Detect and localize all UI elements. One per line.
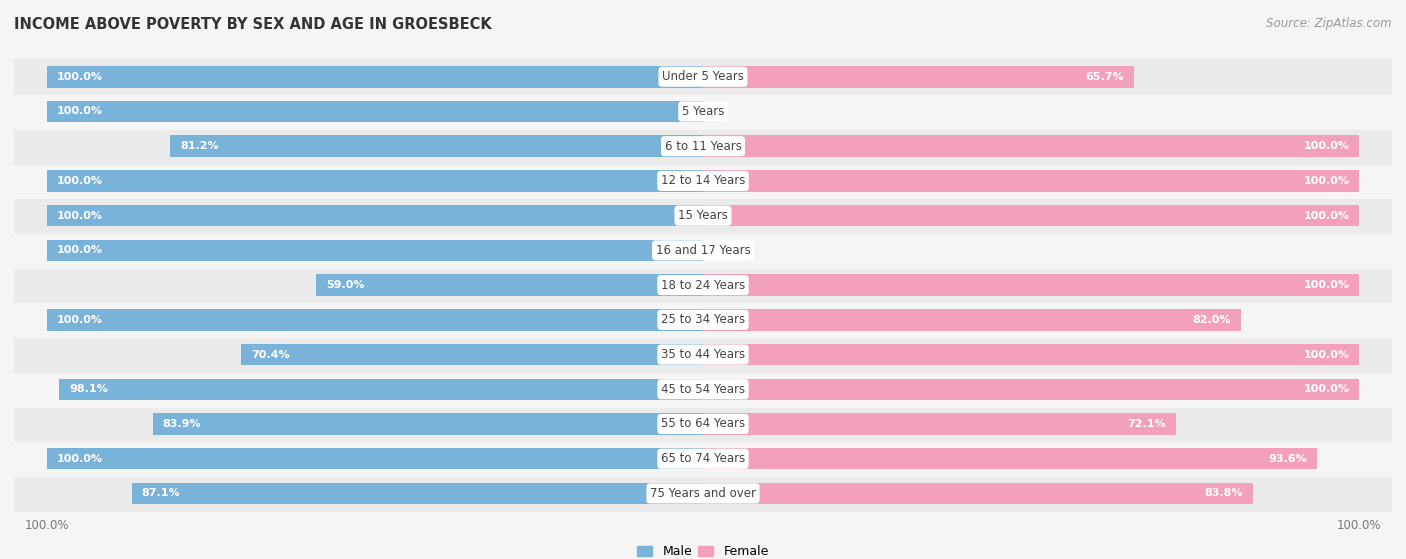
- Bar: [46, 309, 703, 330]
- Text: 100.0%: 100.0%: [1303, 141, 1350, 151]
- Text: 35 to 44 Years: 35 to 44 Years: [661, 348, 745, 361]
- Bar: [14, 233, 1392, 268]
- Text: 100.0%: 100.0%: [56, 245, 103, 255]
- Text: 81.2%: 81.2%: [180, 141, 219, 151]
- Bar: [703, 135, 1360, 157]
- Text: 6 to 11 Years: 6 to 11 Years: [665, 140, 741, 153]
- Bar: [703, 344, 1360, 366]
- Text: 100.0%: 100.0%: [56, 106, 103, 116]
- Text: 75 Years and over: 75 Years and over: [650, 487, 756, 500]
- Text: 93.6%: 93.6%: [1268, 454, 1308, 464]
- Bar: [14, 406, 1392, 442]
- Bar: [14, 372, 1392, 406]
- Bar: [14, 302, 1392, 337]
- Bar: [46, 240, 703, 261]
- Text: 100.0%: 100.0%: [56, 176, 103, 186]
- Bar: [14, 442, 1392, 476]
- Text: 59.0%: 59.0%: [326, 280, 364, 290]
- Text: 45 to 54 Years: 45 to 54 Years: [661, 383, 745, 396]
- Text: 100.0%: 100.0%: [1303, 211, 1350, 221]
- Bar: [240, 344, 703, 366]
- Text: 12 to 14 Years: 12 to 14 Years: [661, 174, 745, 187]
- Bar: [703, 274, 1360, 296]
- Text: 5 Years: 5 Years: [682, 105, 724, 118]
- Bar: [46, 66, 703, 88]
- Text: Source: ZipAtlas.com: Source: ZipAtlas.com: [1267, 17, 1392, 30]
- Bar: [703, 205, 1360, 226]
- Text: 83.9%: 83.9%: [162, 419, 201, 429]
- Text: 87.1%: 87.1%: [142, 489, 180, 499]
- Text: INCOME ABOVE POVERTY BY SEX AND AGE IN GROESBECK: INCOME ABOVE POVERTY BY SEX AND AGE IN G…: [14, 17, 492, 32]
- Text: 100.0%: 100.0%: [1303, 176, 1350, 186]
- Bar: [703, 309, 1241, 330]
- Bar: [46, 205, 703, 226]
- Bar: [152, 413, 703, 435]
- Text: 100.0%: 100.0%: [1303, 384, 1350, 394]
- Bar: [14, 129, 1392, 164]
- Bar: [703, 170, 1360, 192]
- Text: 100.0%: 100.0%: [56, 72, 103, 82]
- Text: 70.4%: 70.4%: [250, 349, 290, 359]
- Text: 100.0%: 100.0%: [1303, 280, 1350, 290]
- Bar: [132, 482, 703, 504]
- Bar: [46, 448, 703, 470]
- Text: 98.1%: 98.1%: [69, 384, 108, 394]
- Bar: [59, 378, 703, 400]
- Bar: [703, 448, 1317, 470]
- Bar: [14, 268, 1392, 302]
- Text: 15 Years: 15 Years: [678, 209, 728, 222]
- Bar: [46, 101, 703, 122]
- Text: 16 and 17 Years: 16 and 17 Years: [655, 244, 751, 257]
- Bar: [14, 94, 1392, 129]
- Bar: [14, 337, 1392, 372]
- Bar: [14, 198, 1392, 233]
- Text: 25 to 34 Years: 25 to 34 Years: [661, 313, 745, 326]
- Bar: [703, 482, 1253, 504]
- Bar: [316, 274, 703, 296]
- Text: 82.0%: 82.0%: [1192, 315, 1232, 325]
- Text: 72.1%: 72.1%: [1128, 419, 1166, 429]
- Bar: [14, 476, 1392, 511]
- Text: 100.0%: 100.0%: [1303, 349, 1350, 359]
- Text: 100.0%: 100.0%: [56, 454, 103, 464]
- Bar: [703, 66, 1135, 88]
- Text: 83.8%: 83.8%: [1205, 489, 1243, 499]
- Bar: [14, 59, 1392, 94]
- Bar: [170, 135, 703, 157]
- Text: 100.0%: 100.0%: [56, 211, 103, 221]
- Text: Under 5 Years: Under 5 Years: [662, 70, 744, 83]
- Text: 100.0%: 100.0%: [56, 315, 103, 325]
- Bar: [703, 413, 1175, 435]
- Text: 65.7%: 65.7%: [1085, 72, 1125, 82]
- Text: 55 to 64 Years: 55 to 64 Years: [661, 418, 745, 430]
- Text: 18 to 24 Years: 18 to 24 Years: [661, 278, 745, 292]
- Text: 65 to 74 Years: 65 to 74 Years: [661, 452, 745, 465]
- Bar: [703, 378, 1360, 400]
- Bar: [14, 164, 1392, 198]
- Bar: [46, 170, 703, 192]
- Legend: Male, Female: Male, Female: [633, 540, 773, 559]
